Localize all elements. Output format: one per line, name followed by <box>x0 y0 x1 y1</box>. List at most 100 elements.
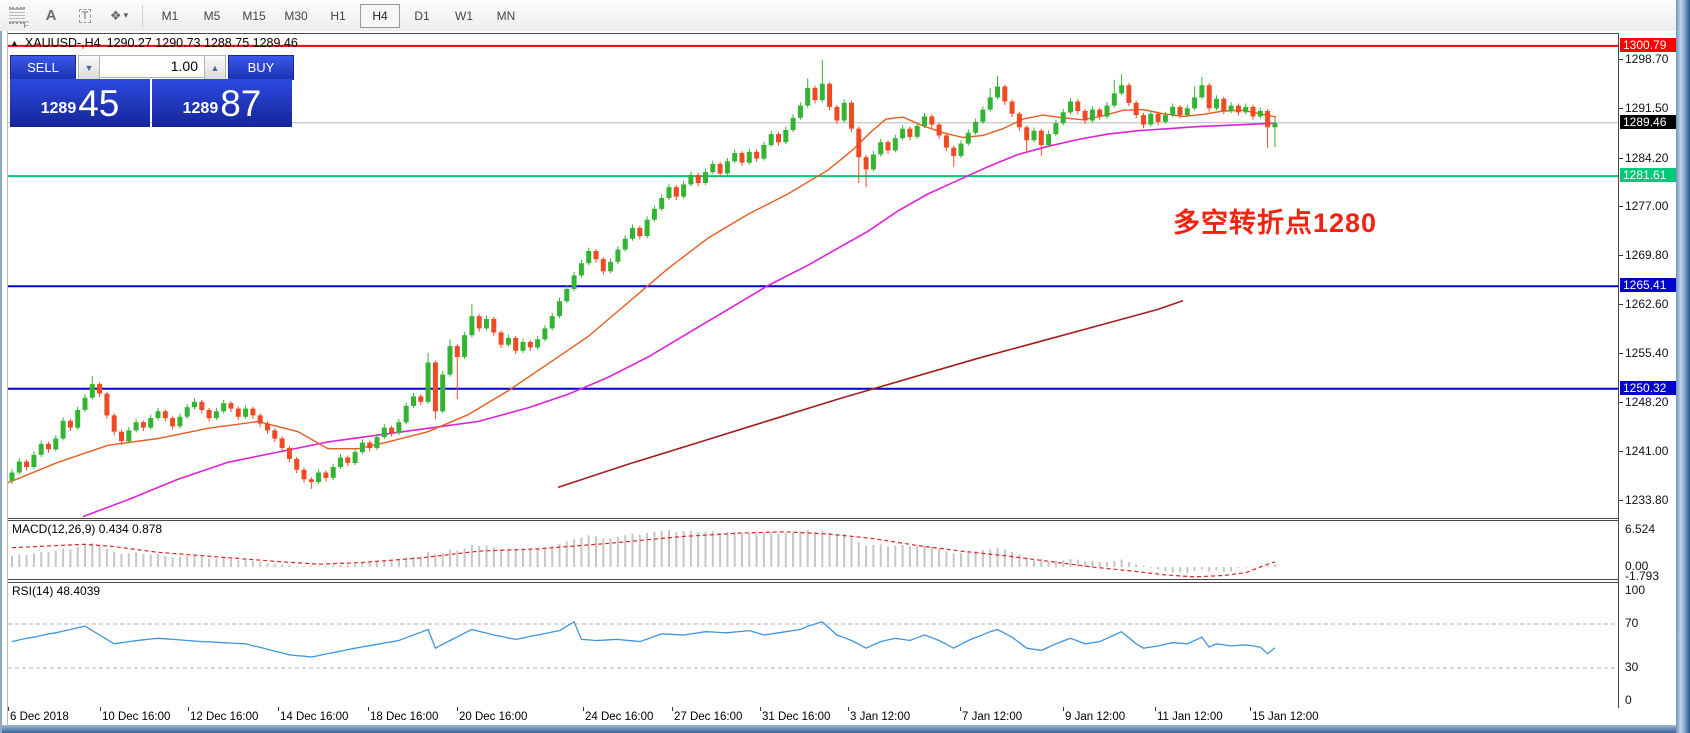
left-gutter-divider <box>7 31 8 725</box>
rsi-tick-label: 100 <box>1625 583 1646 597</box>
price-tick-mark <box>1619 304 1623 306</box>
time-tick-mark <box>278 707 279 711</box>
price-tick-mark <box>1619 255 1623 257</box>
buy-button[interactable]: BUY <box>228 55 294 80</box>
chart-symbol-period: XAUUSD-,H4 <box>24 36 101 50</box>
macd-tick-label: 0.00 <box>1625 559 1649 573</box>
price-tick-label: 1298.70 <box>1625 52 1669 67</box>
time-tick-label: 20 Dec 16:00 <box>459 711 528 723</box>
chart-workspace: MACD(12,26,9) 0.434 0.878 RSI(14) 48.403… <box>2 31 1676 725</box>
price-tick-mark <box>1619 500 1623 502</box>
price-tick-label: 1284.20 <box>1625 150 1669 165</box>
macd-panel[interactable]: MACD(12,26,9) 0.434 0.878 <box>8 520 1618 580</box>
one-click-trading-widget: SELL ▼ 1.00 ▲ BUY 1289 45 1289 87 <box>10 55 298 127</box>
price-tick-label: 1262.60 <box>1625 297 1669 312</box>
time-tick-label: 10 Dec 16:00 <box>102 711 171 723</box>
chart-text-annotation: 多空转折点1280 <box>1173 208 1378 238</box>
time-tick-label: 18 Dec 16:00 <box>370 711 439 723</box>
time-tick-label: 3 Jan 12:00 <box>850 711 911 723</box>
time-tick-mark <box>848 707 849 711</box>
time-axis[interactable]: 6 Dec 2018 10 Dec 16:00 12 Dec 16:00 14 Dec… <box>8 707 1618 725</box>
price-tick-label: 1233.80 <box>1625 493 1669 508</box>
bid-price-main: 1289 <box>40 100 77 117</box>
price-tick-label: 1255.40 <box>1625 346 1669 361</box>
time-tick-mark <box>583 707 584 711</box>
bid-price-display[interactable]: 1289 45 <box>10 79 150 127</box>
rsi-panel[interactable]: RSI(14) 48.4039 <box>8 582 1618 709</box>
window-right-border <box>1676 0 1690 733</box>
time-tick-mark <box>1250 707 1251 711</box>
bid-price-pips: 45 <box>78 83 120 124</box>
time-tick-mark <box>672 707 673 711</box>
sell-button[interactable]: SELL <box>10 55 76 80</box>
time-tick-label: 31 Dec 16:00 <box>762 711 831 723</box>
price-level-badge: 1300.79 <box>1620 37 1676 52</box>
toolbar-separator <box>142 4 143 27</box>
timeframe-button-d1[interactable]: D1 <box>414 8 430 23</box>
grid-f-icon[interactable] <box>4 4 30 28</box>
timeframe-button-m1[interactable]: M1 <box>161 8 179 23</box>
price-scale[interactable]: 1298.70 1291.50 1284.20 1277.00 1269.80 1262.… <box>1619 31 1676 725</box>
volume-increase-button[interactable]: ▲ <box>204 55 226 80</box>
time-tick-mark <box>368 707 369 711</box>
timeframe-button-group: M1 M5 M15 M30 H1 H4 D1 W1 MN <box>149 3 527 28</box>
ask-price-display[interactable]: 1289 87 <box>152 79 292 127</box>
chart-title: ▲ XAUUSD-,H4 1290.27 1290.73 1288.75 128… <box>10 36 298 50</box>
window-bottom-border <box>0 725 1676 733</box>
macd-tick-label: -1.793 <box>1625 569 1660 584</box>
time-tick-mark <box>8 707 9 711</box>
time-tick-label: 11 Jan 12:00 <box>1157 711 1223 723</box>
time-tick-mark <box>1063 707 1064 711</box>
chart-collapse-icon[interactable]: ▲ <box>10 38 19 48</box>
ask-price-pips: 87 <box>220 83 262 124</box>
price-tick-label: 1248.20 <box>1625 395 1669 410</box>
price-level-badge: 1281.61 <box>1620 168 1676 183</box>
time-tick-mark <box>457 707 458 711</box>
price-level-badge: 1289.46 <box>1620 114 1676 129</box>
price-tick-mark <box>1619 353 1623 355</box>
time-tick-label: 24 Dec 16:00 <box>585 711 654 723</box>
time-tick-label: 12 Dec 16:00 <box>190 711 259 723</box>
price-level-badge: 1250.32 <box>1620 380 1676 395</box>
rsi-tick-label: 0 <box>1625 693 1632 707</box>
time-tick-label: 9 Jan 12:00 <box>1065 711 1126 723</box>
text-frame-icon[interactable]: T <box>72 4 98 28</box>
time-tick-label: 14 Dec 16:00 <box>280 711 349 723</box>
time-tick-mark <box>100 707 101 711</box>
price-tick-label: 1291.50 <box>1625 100 1669 115</box>
toolbar: A T ❖▾ M1 M5 M15 M30 H1 H4 D1 W1 MN <box>0 0 1690 32</box>
price-tick-mark <box>1619 107 1623 109</box>
price-tick-mark <box>1619 402 1623 404</box>
rsi-label: RSI(14) 48.4039 <box>12 584 101 598</box>
macd-canvas[interactable] <box>8 521 1618 579</box>
text-label-icon[interactable]: A <box>45 7 57 24</box>
price-tick-mark <box>1619 157 1623 159</box>
timeframe-button-w1[interactable]: W1 <box>455 8 473 23</box>
timeframe-button-mn[interactable]: MN <box>496 8 516 23</box>
timeframe-button-m15[interactable]: M15 <box>242 8 266 23</box>
chevron-down-icon[interactable]: ▾ <box>123 10 129 20</box>
timeframe-button-h4[interactable]: H4 <box>360 3 400 28</box>
time-tick-mark <box>1155 707 1156 711</box>
macd-tick-label: 6.524 <box>1625 522 1656 536</box>
timeframe-button-m5[interactable]: M5 <box>203 8 221 23</box>
volume-input[interactable]: 1.00 <box>100 55 204 78</box>
cycle-arrows-icon[interactable]: ❖ ▾ <box>109 7 129 23</box>
scale-divider <box>1618 33 1619 708</box>
price-tick-mark <box>1619 451 1623 453</box>
timeframe-button-h1[interactable]: H1 <box>330 8 346 23</box>
time-tick-mark <box>760 707 761 711</box>
rsi-canvas[interactable] <box>8 583 1618 708</box>
timeframe-button-m30[interactable]: M30 <box>284 8 308 23</box>
time-tick-mark <box>188 707 189 711</box>
macd-label: MACD(12,26,9) 0.434 0.878 <box>12 522 163 536</box>
ask-price-main: 1289 <box>182 100 219 117</box>
price-tick-label: 1241.00 <box>1625 444 1669 459</box>
price-tick-label: 1277.00 <box>1625 199 1669 214</box>
window-left-border <box>0 31 2 733</box>
time-tick-mark <box>960 707 961 711</box>
chart-ohlc-readout: 1290.27 1290.73 1288.75 1289.46 <box>106 36 298 50</box>
price-tick-mark <box>1619 206 1623 208</box>
volume-decrease-button[interactable]: ▼ <box>78 55 100 80</box>
